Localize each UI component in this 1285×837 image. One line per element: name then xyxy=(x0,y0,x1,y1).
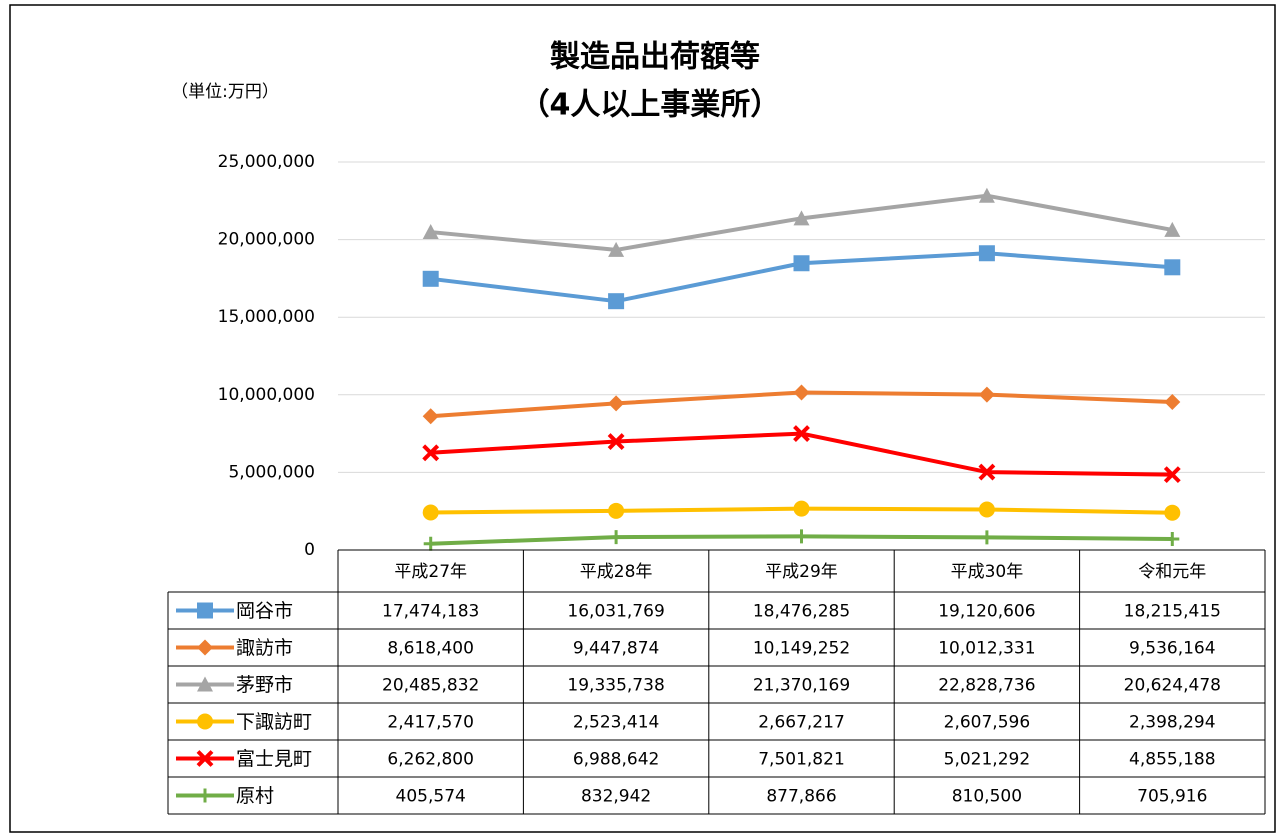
marker xyxy=(422,408,439,425)
table-value: 10,012,331 xyxy=(938,639,1035,659)
marker xyxy=(978,187,995,203)
table-value: 832,942 xyxy=(581,787,651,807)
marker xyxy=(422,270,439,287)
marker xyxy=(793,384,810,401)
legend-label: 岡谷市 xyxy=(236,600,293,622)
marker xyxy=(794,529,809,544)
table-value: 20,485,832 xyxy=(382,676,479,696)
y-tick-label: 20,000,000 xyxy=(218,230,315,250)
marker xyxy=(1163,466,1181,484)
table-value: 7,501,821 xyxy=(758,750,845,770)
marker xyxy=(609,530,624,545)
table-value: 20,624,478 xyxy=(1124,676,1221,696)
x-tick-label: 令和元年 xyxy=(1138,562,1206,582)
marker xyxy=(793,425,810,442)
legend-marker xyxy=(197,639,213,656)
y-tick-label: 10,000,000 xyxy=(218,385,315,405)
legend-marker xyxy=(197,713,213,730)
table-value: 21,370,169 xyxy=(753,676,850,696)
x-tick-label: 平成28年 xyxy=(580,562,653,582)
marker xyxy=(422,504,439,521)
table-value: 2,398,294 xyxy=(1129,713,1216,733)
chart-subtitle: （4人以上事業所） xyxy=(520,88,781,123)
table-value: 877,866 xyxy=(766,787,836,807)
table-value: 8,618,400 xyxy=(387,639,474,659)
marker xyxy=(423,536,438,551)
table-value: 2,607,596 xyxy=(944,713,1031,733)
chart-title: 製造品出荷額等 xyxy=(550,40,760,75)
marker xyxy=(608,241,625,257)
marker xyxy=(608,395,625,412)
marker xyxy=(793,500,810,517)
marker xyxy=(1164,393,1181,410)
table-value: 810,500 xyxy=(952,787,1022,807)
marker xyxy=(978,386,995,403)
x-tick-label: 平成30年 xyxy=(951,562,1024,582)
table-value: 19,120,606 xyxy=(938,602,1035,622)
table-value: 5,021,292 xyxy=(944,750,1031,770)
x-tick-label: 平成27年 xyxy=(394,562,467,582)
marker xyxy=(978,245,995,262)
marker xyxy=(1164,221,1181,237)
y-tick-label: 0 xyxy=(304,540,315,560)
legend-marker xyxy=(196,750,214,767)
marker xyxy=(1164,504,1181,521)
unit-label: （単位:万円） xyxy=(171,82,279,102)
y-tick-label: 25,000,000 xyxy=(218,152,315,172)
legend-label: 諏訪市 xyxy=(236,637,293,659)
table-value: 22,828,736 xyxy=(938,676,1035,696)
table-value: 4,855,188 xyxy=(1129,750,1216,770)
table-value: 17,474,183 xyxy=(382,602,479,622)
table-value: 18,476,285 xyxy=(753,602,850,622)
x-tick-label: 平成29年 xyxy=(765,562,838,582)
table-value: 19,335,738 xyxy=(567,676,664,696)
legend-label: 下諏訪町 xyxy=(236,711,312,733)
marker xyxy=(422,444,440,462)
table-value: 705,916 xyxy=(1137,787,1207,807)
table-value: 2,667,217 xyxy=(758,713,845,733)
marker xyxy=(1164,259,1181,276)
table-value: 10,149,252 xyxy=(753,639,850,659)
marker xyxy=(1165,532,1180,547)
y-tick-label: 15,000,000 xyxy=(218,307,315,327)
table-value: 405,574 xyxy=(396,787,466,807)
marker xyxy=(608,502,625,519)
legend-label: 富士見町 xyxy=(236,748,312,770)
table-value: 2,523,414 xyxy=(573,713,660,733)
marker xyxy=(978,463,996,481)
table-value: 9,447,874 xyxy=(573,639,660,659)
legend-marker xyxy=(197,676,213,692)
marker xyxy=(978,501,995,518)
table-value: 6,262,800 xyxy=(387,750,474,770)
marker xyxy=(422,224,439,240)
legend-marker xyxy=(197,602,213,619)
legend-label: 茅野市 xyxy=(236,674,293,696)
y-tick-label: 5,000,000 xyxy=(228,462,315,482)
marker xyxy=(793,210,810,226)
table-value: 9,536,164 xyxy=(1129,639,1216,659)
legend-marker xyxy=(198,788,212,803)
marker xyxy=(608,293,625,310)
table-value: 2,417,570 xyxy=(387,713,474,733)
legend-label: 原村 xyxy=(236,785,274,807)
marker xyxy=(607,433,625,450)
chart-frame xyxy=(9,4,1276,833)
marker xyxy=(979,530,994,545)
marker xyxy=(793,255,810,272)
table-value: 18,215,415 xyxy=(1124,602,1221,622)
table-value: 6,988,642 xyxy=(573,750,660,770)
table-value: 16,031,769 xyxy=(567,602,664,622)
